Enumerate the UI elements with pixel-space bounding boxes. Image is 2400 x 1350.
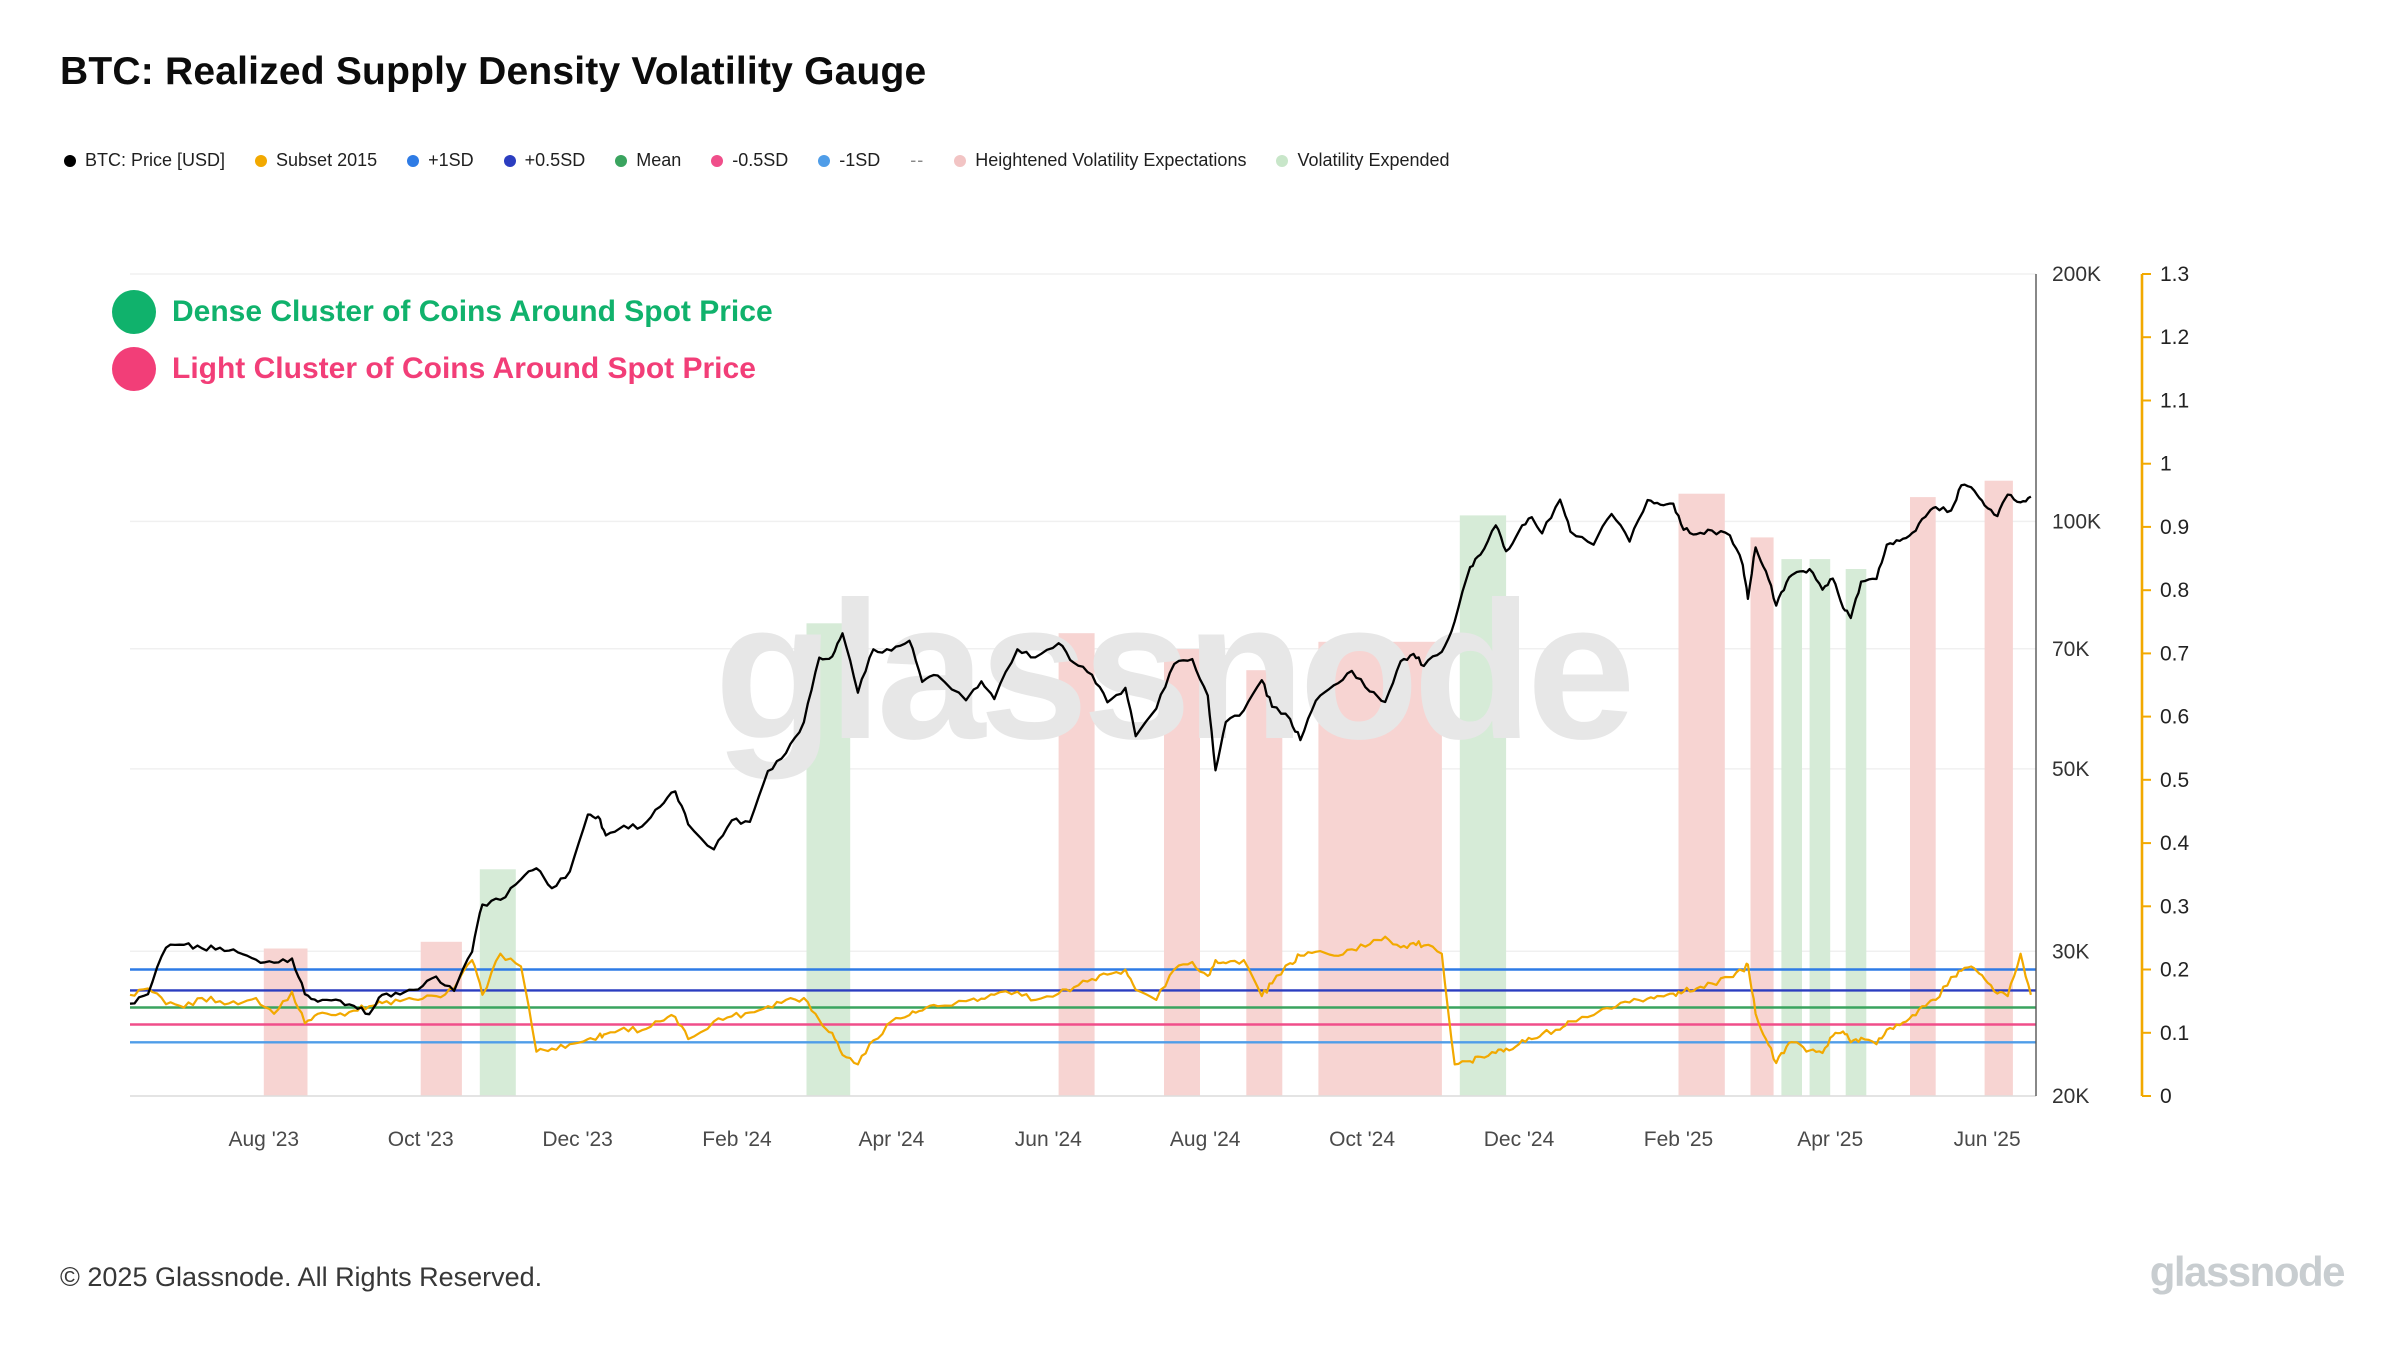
price-tick-label: 50K — [2052, 758, 2089, 781]
legend-label: Volatility Expended — [1297, 150, 1450, 170]
volatility-expended-legend-dot-icon — [1276, 154, 1289, 167]
gauge-tick-label: 1.3 — [2160, 263, 2189, 286]
price-tick-label: 30K — [2052, 940, 2089, 963]
gauge-tick-label: 0.3 — [2160, 895, 2189, 918]
x-tick-label: Dec '24 — [1484, 1128, 1555, 1151]
btc-price-legend-dot-icon — [64, 154, 76, 167]
gauge-tick-label: 0.9 — [2160, 516, 2189, 539]
volatility-expended-band — [1845, 569, 1867, 1096]
heightened-volatility-band — [1318, 641, 1442, 1096]
page-title: BTC: Realized Supply Density Volatility … — [60, 50, 927, 93]
heightened-volatility-legend-dot-icon — [954, 154, 967, 167]
mean-legend-dot-icon — [615, 154, 628, 167]
gauge-tick-label: 0.1 — [2160, 1022, 2189, 1045]
legend-item-mean[interactable]: Mean — [615, 150, 681, 171]
btc-price-line — [129, 483, 2032, 1016]
x-tick-label: Oct '23 — [388, 1128, 454, 1151]
heightened-volatility-band — [1678, 493, 1725, 1096]
x-tick-label: Oct '24 — [1329, 1128, 1395, 1151]
plus-05sd-legend-dot-icon — [503, 154, 516, 167]
gauge-tick-label: 0.6 — [2160, 706, 2189, 729]
legend-item-btc-price[interactable]: BTC: Price [USD] — [64, 150, 225, 171]
gauge-tick-label: 1.2 — [2160, 326, 2189, 349]
gauge-tick-label: 1 — [2160, 453, 2172, 476]
price-tick-label: 200K — [2052, 263, 2101, 286]
gauge-tick-label: 1.1 — [2160, 390, 2189, 413]
volatility-expended-band — [806, 623, 851, 1096]
minus-05sd-legend-dot-icon — [711, 154, 724, 167]
x-tick-label: Jun '25 — [1954, 1128, 2021, 1151]
legend-item-minus-1sd[interactable]: -1SD — [818, 150, 880, 171]
volatility-expended-band — [1459, 515, 1507, 1096]
watermark-text: glassnode — [714, 561, 1629, 780]
subset-2015-line — [129, 935, 2032, 1066]
plus-1sd-legend-dot-icon — [407, 154, 420, 167]
gauge-tick-label: 0.4 — [2160, 832, 2190, 855]
gauge-tick-label: 0.8 — [2160, 579, 2189, 602]
legend-label: +1SD — [428, 150, 474, 170]
legend-label: -- — [910, 150, 925, 170]
heightened-volatility-band — [1750, 537, 1774, 1096]
x-tick-label: Feb '25 — [1644, 1128, 1713, 1151]
gauge-tick-label: 0.2 — [2160, 959, 2189, 982]
heightened-volatility-band — [1058, 633, 1095, 1096]
glassnode-logo: glassnode — [2149, 1248, 2346, 1295]
legend-label: +0.5SD — [524, 150, 586, 170]
legend-label: Heightened Volatility Expectations — [975, 150, 1247, 170]
volatility-expended-band — [479, 869, 516, 1096]
volatility-expended-band — [1809, 559, 1831, 1096]
x-tick-label: Apr '24 — [858, 1128, 924, 1151]
copyright-text: © 2025 Glassnode. All Rights Reserved. — [60, 1262, 543, 1292]
legend: BTC: Price [USD] Subset 2015 +1SD +0.5SD Mea… — [64, 150, 1450, 171]
gauge-tick-label: 0.5 — [2160, 769, 2189, 792]
price-tick-label: 100K — [2052, 510, 2101, 533]
legend-item-plus-05sd[interactable]: +0.5SD — [503, 150, 586, 171]
heightened-volatility-band — [263, 948, 308, 1096]
gauge-tick-label: 0.7 — [2160, 642, 2189, 665]
x-tick-label: Feb '24 — [702, 1128, 772, 1151]
x-tick-label: Dec '23 — [542, 1128, 613, 1151]
legend-item-volatility-expended[interactable]: Volatility Expended — [1276, 150, 1450, 171]
x-tick-label: Jun '24 — [1015, 1128, 1082, 1151]
heightened-volatility-band — [1910, 497, 1936, 1097]
price-tick-label: 70K — [2052, 638, 2089, 661]
legend-item-heightened-volatility[interactable]: Heightened Volatility Expectations — [954, 150, 1246, 171]
minus-1sd-legend-dot-icon — [818, 154, 831, 167]
heightened-volatility-band — [420, 941, 462, 1096]
heightened-volatility-band — [1164, 649, 1200, 1096]
legend-item-subset-2015[interactable]: Subset 2015 — [255, 150, 377, 171]
legend-label: -0.5SD — [732, 150, 789, 170]
x-tick-label: Aug '23 — [229, 1128, 300, 1151]
legend-item-minus-05sd[interactable]: -0.5SD — [711, 150, 788, 171]
legend-label: -1SD — [839, 150, 881, 170]
price-tick-label: 20K — [2052, 1085, 2089, 1108]
heightened-volatility-band — [1984, 480, 2013, 1096]
legend-label: Subset 2015 — [276, 150, 378, 170]
volatility-expended-band — [1781, 559, 1802, 1096]
legend-label: Mean — [636, 150, 682, 170]
legend-item-dashes[interactable]: -- — [910, 150, 924, 171]
subset-2015-legend-dot-icon — [255, 154, 268, 167]
legend-item-plus-1sd[interactable]: +1SD — [407, 150, 474, 171]
x-tick-label: Aug '24 — [1170, 1128, 1241, 1151]
x-tick-label: Apr '25 — [1797, 1128, 1863, 1151]
gauge-tick-label: 0 — [2160, 1085, 2172, 1108]
legend-label: BTC: Price [USD] — [85, 150, 226, 170]
